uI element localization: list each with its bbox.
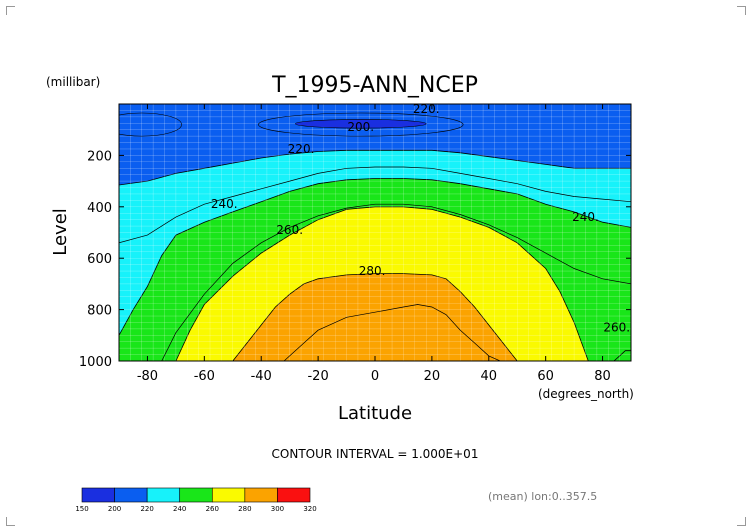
- x-tick-label: 20: [424, 369, 441, 384]
- colorbar-label: 320: [303, 505, 316, 513]
- x-tick-label: 80: [594, 369, 611, 384]
- colorbar-swatch: [244, 487, 278, 503]
- y-tick-label: 600: [87, 252, 112, 267]
- filled-bands: [119, 149, 631, 361]
- colorbar-label: 300: [271, 505, 284, 513]
- crop-mark-top-right: [737, 6, 746, 15]
- contour-labels: 220. 200. 220. 240. 260. 280. 240. 260.: [211, 102, 630, 335]
- colorbar-label: 240: [173, 505, 186, 513]
- contour-ellipses: [119, 112, 464, 137]
- footer-note: (mean) lon:0..357.5: [488, 490, 597, 503]
- band-b250_corner: [613, 350, 631, 361]
- x-units-label: (degrees_north): [538, 387, 634, 401]
- x-tick-label: 40: [481, 369, 498, 384]
- y-ticks: 200 400 600 800 1000: [79, 149, 631, 370]
- colorbar-swatch: [146, 487, 181, 503]
- x-tick-label: -40: [251, 369, 272, 384]
- x-tick-label: -80: [137, 369, 158, 384]
- y-tick-label: 400: [87, 201, 112, 216]
- colorbar-label: 280: [238, 505, 251, 513]
- x-tick-label: -60: [194, 369, 215, 384]
- x-tick-label: -20: [307, 369, 328, 384]
- contour-label: 220.: [413, 102, 440, 116]
- y-units-label: (millibar): [46, 75, 100, 89]
- contour-label: 240.: [211, 197, 238, 211]
- contour-label: 240.: [572, 210, 599, 224]
- colorbar-swatch: [179, 487, 213, 503]
- contour-label: 280.: [359, 264, 386, 278]
- plot-area: 220. 200. 220. 240. 260. 280. 240. 260.: [119, 102, 631, 361]
- contour-c285: [283, 304, 501, 361]
- y-tick-label: 800: [87, 304, 112, 319]
- contour-c265: [161, 203, 631, 361]
- colorbar-swatch: [277, 487, 311, 503]
- contour-label: 260.: [276, 223, 303, 237]
- y-axis-label: Level: [50, 208, 71, 256]
- contour-label: 260.: [603, 321, 630, 335]
- colorbar-label: 150: [75, 505, 88, 513]
- ellipse-c210_west: [119, 112, 182, 137]
- crop-mark-bottom-left: [6, 517, 15, 526]
- contour-c245: [119, 166, 631, 244]
- y-tick-label: 200: [87, 149, 112, 164]
- colorbar-label: 260: [206, 505, 219, 513]
- x-ticks: -80 -60 -40 -20 0 20 40 60 80: [137, 104, 611, 384]
- colorbar-swatch: [211, 487, 246, 503]
- x-tick-label: 60: [537, 369, 554, 384]
- colorbar-swatch: [114, 487, 148, 503]
- colorbar-label: 220: [140, 505, 153, 513]
- contour-interval-text: CONTOUR INTERVAL = 1.000E+01: [272, 447, 479, 461]
- contour-label: 220.: [288, 142, 315, 156]
- x-axis-label: Latitude: [338, 403, 412, 424]
- contour-lines: [119, 166, 631, 361]
- chart-title: T_1995-ANN_NCEP: [271, 73, 478, 98]
- ellipse-b210_core: [295, 119, 427, 129]
- contour-label: 200.: [347, 120, 374, 134]
- crop-mark-bottom-right: [737, 517, 746, 526]
- band-b290: [232, 273, 518, 361]
- y-tick-label: 1000: [79, 355, 112, 370]
- crop-mark-top-left: [6, 6, 15, 15]
- colorbar-swatch: [81, 487, 115, 503]
- x-tick-label: 0: [371, 369, 379, 384]
- ellipse-c210_north: [258, 112, 464, 137]
- grid: [119, 104, 631, 361]
- colorbar: 150 200 220 240 260 280 300 320: [75, 487, 317, 513]
- colorbar-label: 200: [108, 505, 121, 513]
